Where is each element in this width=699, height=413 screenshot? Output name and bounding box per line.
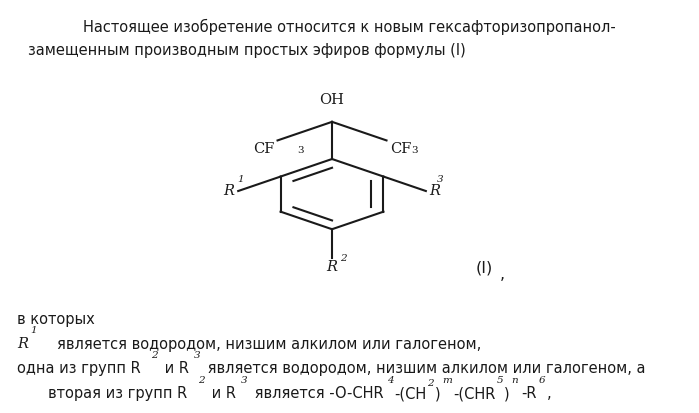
Text: 2: 2 bbox=[151, 351, 157, 360]
Text: R: R bbox=[429, 184, 440, 198]
Text: замещенным производным простых эфиров формулы (I): замещенным производным простых эфиров фо… bbox=[28, 43, 466, 58]
Text: 3: 3 bbox=[240, 376, 247, 385]
Text: является -O-CHR: является -O-CHR bbox=[250, 386, 383, 401]
Text: ): ) bbox=[435, 386, 440, 401]
Text: OH: OH bbox=[319, 93, 345, 107]
Text: 3: 3 bbox=[297, 146, 304, 155]
Text: является водородом, низшим алкилом или галогеном,: является водородом, низшим алкилом или г… bbox=[57, 337, 482, 351]
Text: 4: 4 bbox=[387, 376, 393, 385]
Text: и R: и R bbox=[160, 361, 189, 376]
Text: 3: 3 bbox=[412, 146, 418, 155]
Text: CF: CF bbox=[390, 142, 412, 157]
Text: R: R bbox=[326, 260, 338, 274]
Text: является водородом, низшим алкилом или галогеном, а: является водородом, низшим алкилом или г… bbox=[203, 361, 645, 376]
Text: вторая из групп R: вторая из групп R bbox=[48, 386, 187, 401]
Text: R: R bbox=[224, 184, 235, 198]
Text: ): ) bbox=[504, 386, 510, 401]
Text: m: m bbox=[442, 376, 452, 385]
Text: ,: , bbox=[547, 386, 552, 401]
Text: Настоящее изобретение относится к новым гексафторизопропанол-: Настоящее изобретение относится к новым … bbox=[83, 19, 616, 35]
Text: n: n bbox=[512, 376, 518, 385]
Text: 2: 2 bbox=[340, 254, 347, 263]
Text: 6: 6 bbox=[539, 376, 545, 385]
Text: -(CH: -(CH bbox=[394, 386, 426, 401]
Text: -R: -R bbox=[521, 386, 537, 401]
Text: CF: CF bbox=[252, 142, 274, 157]
Text: R: R bbox=[17, 337, 29, 351]
Text: в которых: в которых bbox=[17, 312, 95, 327]
Text: 1: 1 bbox=[30, 326, 36, 335]
Text: ,: , bbox=[500, 267, 505, 282]
Text: -(CHR: -(CHR bbox=[454, 386, 496, 401]
Text: 5: 5 bbox=[496, 376, 503, 385]
Text: 2: 2 bbox=[427, 379, 433, 388]
Text: одна из групп R: одна из групп R bbox=[17, 361, 141, 376]
Text: 3: 3 bbox=[194, 351, 200, 360]
Text: 2: 2 bbox=[198, 376, 204, 385]
Text: (I): (I) bbox=[475, 260, 493, 275]
Text: 1: 1 bbox=[237, 175, 243, 183]
Text: 3: 3 bbox=[437, 175, 444, 183]
Text: и R: и R bbox=[207, 386, 236, 401]
